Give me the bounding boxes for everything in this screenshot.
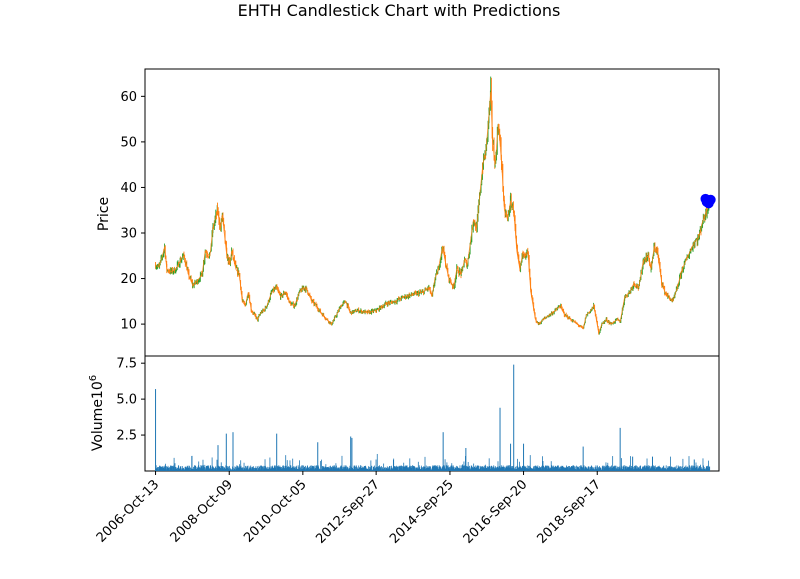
volume-bars <box>155 364 711 471</box>
volume-y-label: Volume106 <box>88 375 106 451</box>
price-y-label: Price <box>96 197 112 231</box>
close-line <box>155 91 711 334</box>
price-y-tick-label: 20 <box>120 272 137 287</box>
volume-panel: 2.5 5.0 7.5 Volume106 <box>88 355 720 472</box>
volume-y-tick-label: 7.5 <box>116 357 137 372</box>
price-panel: 10 20 30 40 50 60 Price <box>96 68 720 357</box>
x-tick-label: 2018-Sep-17 <box>534 477 604 547</box>
volume-y-label-text: Volume <box>90 399 106 451</box>
price-y-tick-label: 30 <box>120 227 137 242</box>
price-y-tick-label: 60 <box>120 90 137 105</box>
x-tick-label: 2010-Oct-05 <box>241 477 309 545</box>
prediction-point <box>705 194 716 205</box>
x-tick-label: 2006-Oct-13 <box>94 477 162 545</box>
price-y-tick-label: 10 <box>120 318 137 333</box>
volume-scale-base: 10 <box>90 381 106 399</box>
chart-title: EHTH Candlestick Chart with Predictions <box>238 1 561 20</box>
price-y-tick-label: 40 <box>120 181 137 196</box>
x-tick-label: 2016-Sep-20 <box>461 477 531 547</box>
x-tick-label: 2012-Sep-27 <box>313 477 383 547</box>
prediction-markers <box>700 193 716 209</box>
x-tick-label: 2014-Sep-25 <box>387 477 457 547</box>
price-candles <box>155 76 711 335</box>
volume-y-ticks: 2.5 5.0 7.5 <box>116 357 145 444</box>
x-tick-label: 2008-Oct-09 <box>168 477 236 545</box>
price-panel-frame <box>144 68 720 357</box>
volume-y-tick-label: 2.5 <box>116 429 137 444</box>
price-y-ticks: 10 20 30 40 50 60 <box>120 90 145 333</box>
volume-panel-frame <box>144 355 720 472</box>
volume-scale-exponent: 6 <box>88 375 99 381</box>
price-y-tick-label: 50 <box>120 135 137 150</box>
volume-y-tick-label: 5.0 <box>116 393 137 408</box>
x-axis-ticks: 2006-Oct-13 2008-Oct-09 2010-Oct-05 2012-Se… <box>94 471 604 547</box>
